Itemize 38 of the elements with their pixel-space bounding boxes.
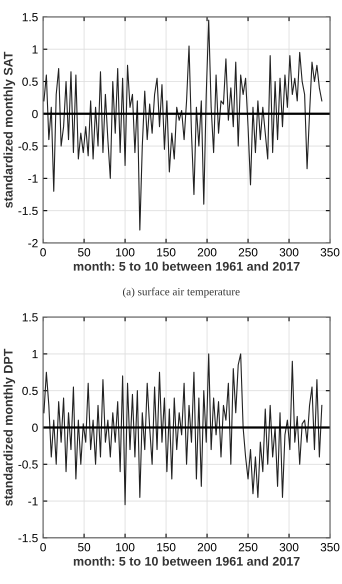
line-series xyxy=(43,20,322,231)
x-tick-label: 0 xyxy=(40,543,46,552)
y-tick-label: -1.5 xyxy=(18,534,38,542)
y-tick-label: 1 xyxy=(32,350,38,358)
y-tick-label: -1.5 xyxy=(18,206,38,216)
x-tick-label: 300 xyxy=(280,543,298,552)
y-axis-title: standardized monthly SAT xyxy=(3,52,16,208)
y-tick-label: 1.5 xyxy=(22,313,38,322)
y-tick-label: 0.5 xyxy=(22,78,38,86)
x-tick-label: 50 xyxy=(78,248,90,256)
y-tick-label: -1 xyxy=(28,174,38,183)
x-tick-label: 100 xyxy=(116,248,134,256)
x-tick-label: 250 xyxy=(238,248,258,256)
x-axis-title: month: 5 to 10 between 1961 and 2017 xyxy=(74,262,300,271)
x-tick-label: 100 xyxy=(116,543,134,552)
x-tick-label: 350 xyxy=(320,248,340,256)
text: (a) surface air temperature xyxy=(122,287,240,298)
x-tick-label: 150 xyxy=(157,543,176,552)
y-tick-label: 0.5 xyxy=(22,386,38,396)
x-tick-label: 200 xyxy=(198,543,216,552)
y-tick-label: 1 xyxy=(32,45,38,54)
x-tick-label: 300 xyxy=(280,248,298,256)
y-tick-label: -1 xyxy=(28,497,38,506)
x-tick-label: 250 xyxy=(238,543,258,552)
y-tick-label: -2 xyxy=(28,238,38,248)
x-tick-label: 350 xyxy=(320,543,340,552)
y-axis-title: standardized monthly DPT xyxy=(3,348,16,506)
y-tick-label: 0 xyxy=(32,424,38,432)
y-tick-label: -0.5 xyxy=(18,460,38,469)
x-tick-label: 50 xyxy=(78,543,90,552)
y-tick-label: -0.5 xyxy=(18,142,38,150)
x-tick-label: 200 xyxy=(198,248,216,256)
x-axis-title: month: 5 to 10 between 1961 and 2017 xyxy=(74,556,300,566)
line-series xyxy=(43,353,322,506)
x-tick-label: 150 xyxy=(157,248,176,256)
y-tick-label: 1.5 xyxy=(22,13,38,22)
y-tick-label: 0 xyxy=(32,110,38,118)
x-tick-label: 0 xyxy=(40,248,46,256)
